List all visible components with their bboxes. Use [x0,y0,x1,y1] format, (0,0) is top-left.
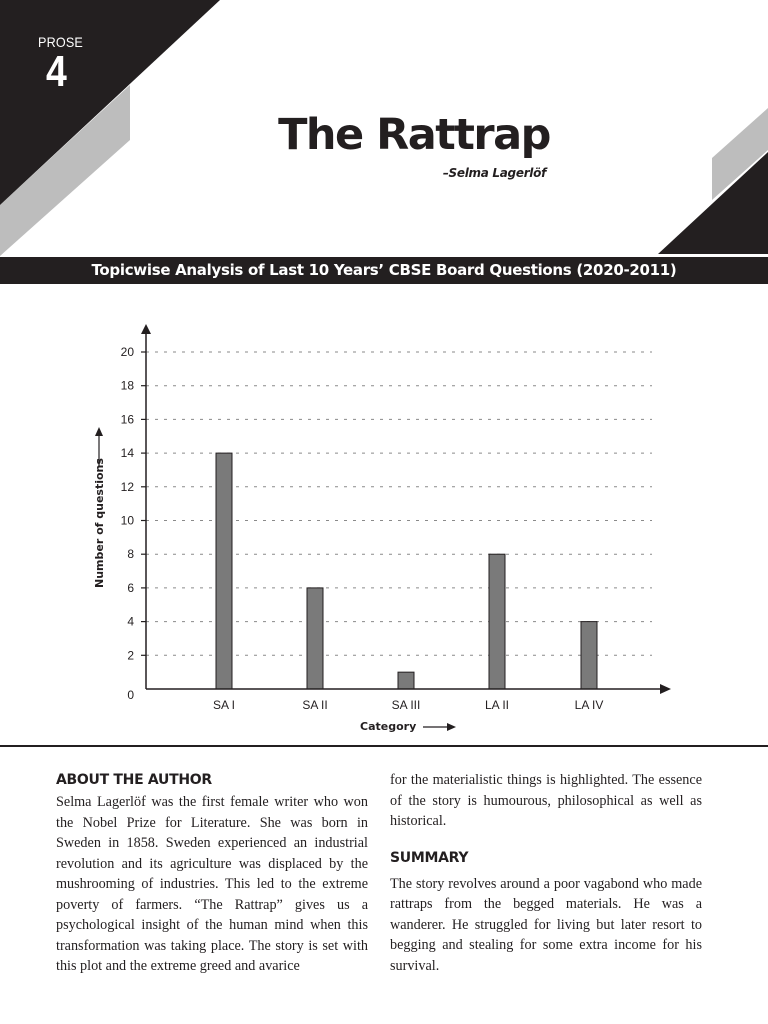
x-axis-arrow-icon [660,684,671,694]
right-column: for the materialistic things is highligh… [390,770,702,976]
bar-la-ii [488,553,506,690]
top-left-grey-stripe [0,85,130,256]
y-tick-label: 20 [121,345,135,359]
bar-la-iv [580,621,598,690]
x-category-label: LA IV [575,698,604,712]
x-label-arrow-icon [447,723,456,731]
x-category-label: SA II [302,698,327,712]
chart-bars [215,452,598,690]
y-axis-ticks: 0 2 4 6 8 10 12 14 16 18 20 [121,345,146,702]
left-column: ABOUT THE AUTHOR Selma Lagerlöf was the … [56,770,368,977]
y-tick-label: 12 [121,480,135,494]
bar-sa-i [215,452,233,690]
right-grey-stripe [712,108,768,200]
x-category-label: SA I [213,698,235,712]
chart-gridlines [146,351,652,656]
y-tick-label: 6 [127,581,134,595]
y-label-arrow-icon [95,427,103,436]
chapter-number: 4 [46,47,67,96]
y-tick-label: 18 [121,379,135,393]
about-author-continuation: for the materialistic things is highligh… [390,772,702,829]
x-category-label: LA II [485,698,509,712]
about-author-heading: ABOUT THE AUTHOR [56,772,212,788]
bar-sa-ii [306,587,324,690]
y-axis-label: Number of questions [93,458,106,588]
section-label: PROSE [38,34,84,50]
y-tick-label: 14 [121,446,135,460]
top-left-dark-triangle [0,0,220,205]
summary-heading: SUMMARY [390,849,469,866]
bar-chart: 0 2 4 6 8 10 12 14 16 18 20 SA I SA II SA III LA II LA… [93,324,671,733]
y-axis-arrow-icon [141,324,151,334]
header-decoration [0,0,768,256]
y-tick-label: 0 [127,688,134,702]
x-axis-labels: SA I SA II SA III LA II LA IV [213,698,603,712]
y-tick-label: 4 [127,615,134,629]
y-tick-label: 2 [127,648,134,662]
x-axis-label: Category [360,720,416,733]
y-tick-label: 10 [121,514,135,528]
analysis-banner: Topicwise Analysis of Last 10 Years’ CBS… [0,257,768,284]
bar-sa-iii [397,671,415,690]
author-byline: –Selma Lagerlöf [442,166,546,180]
right-dark-triangle [658,152,768,254]
about-author-text: Selma Lagerlöf was the first female writ… [56,794,368,974]
y-axis-label-group: Number of questions [93,427,106,588]
page-title: The Rattrap [278,110,551,160]
section-divider [0,745,768,747]
summary-text: The story revolves around a poor vagabon… [390,875,702,974]
y-tick-label: 8 [127,547,134,561]
y-tick-label: 16 [121,412,135,426]
x-category-label: SA III [392,698,421,712]
